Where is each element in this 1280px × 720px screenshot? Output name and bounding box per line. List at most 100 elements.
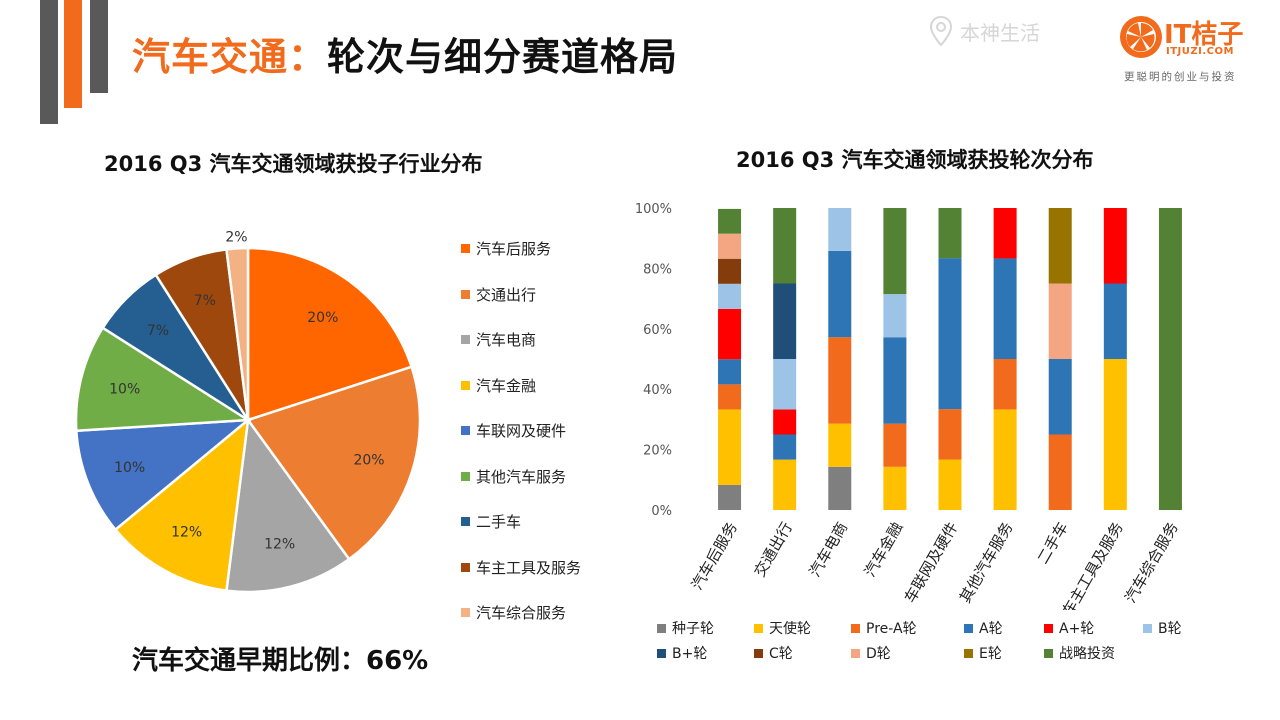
pie-legend-label: 汽车综合服务 xyxy=(476,604,567,622)
header-deco-bar-gray-right xyxy=(90,0,108,93)
legend-swatch xyxy=(754,623,763,633)
bar-legend-item: B轮 xyxy=(1143,618,1182,638)
pie-slice xyxy=(245,365,422,561)
bar-legend-item: C轮 xyxy=(754,643,793,663)
x-category-label: 车联网及硬件 xyxy=(901,519,962,606)
legend-swatch xyxy=(461,562,470,572)
legend-swatch xyxy=(657,648,666,658)
page-title-separator: ： xyxy=(288,35,328,79)
bar-segment xyxy=(1158,208,1182,510)
page-title-accent: 汽车交通 xyxy=(132,35,289,79)
pie-legend-item: 车主工具及服务 xyxy=(461,557,581,578)
x-category-label: 汽车电商 xyxy=(806,519,852,580)
bar-legend-label: B轮 xyxy=(1158,621,1182,637)
legend-swatch xyxy=(461,244,470,253)
bar-segment xyxy=(718,258,742,284)
itjuzi-orange-logo-icon xyxy=(1120,16,1162,58)
location-watermark: 本神生活 xyxy=(930,16,1040,46)
pie-slice-label: 10% xyxy=(114,460,145,476)
x-category-label: 汽车金融 xyxy=(861,519,907,580)
pie-legend-item: 交通出行 xyxy=(461,284,536,305)
bar-segment xyxy=(718,233,742,259)
bar-segment xyxy=(718,384,742,410)
bar-legend-item: 种子轮 xyxy=(657,618,714,638)
pie-slice xyxy=(113,417,250,593)
legend-swatch xyxy=(964,648,973,658)
bar-segment xyxy=(993,359,1017,410)
legend-swatch xyxy=(964,623,973,633)
legend-swatch xyxy=(754,648,763,658)
legend-swatch xyxy=(461,471,470,481)
bar-segment xyxy=(1048,434,1072,510)
bar-legend-item: 天使轮 xyxy=(754,618,811,638)
x-category-label: 交通出行 xyxy=(751,519,797,580)
stacked-bar-chart: 0% 20% 40% 60% 80% 100% 汽车后服务 交通出行 汽车电商 汽车金融车联网及硬… xyxy=(635,202,1182,610)
pie-legend-item: 车联网及硬件 xyxy=(461,420,566,441)
bar-segment xyxy=(718,308,742,360)
bar-segment xyxy=(773,208,797,284)
pie-slice xyxy=(74,326,252,433)
y-tick-label: 20% xyxy=(643,444,672,459)
bar-segment xyxy=(718,283,742,309)
pie-slice-label: 20% xyxy=(307,310,338,326)
location-pin-icon xyxy=(930,16,952,46)
x-category-label: 二手车 xyxy=(1034,519,1072,567)
bar-segment xyxy=(993,258,1017,359)
bar-legend-item: 战略投资 xyxy=(1044,643,1115,663)
bar-legend-item: E轮 xyxy=(964,643,1002,663)
pie-legend-label: 汽车后服务 xyxy=(476,240,552,258)
bar-legend-label: A轮 xyxy=(979,621,1003,637)
page-title: 汽车交通：轮次与细分赛道格局 xyxy=(132,26,678,81)
location-text: 本神生活 xyxy=(960,20,1040,45)
pie-slice-label: 12% xyxy=(171,525,202,541)
bar-segment xyxy=(883,294,907,338)
bar-segment xyxy=(883,208,907,295)
pie-slice-label: 7% xyxy=(194,293,216,309)
bar-segment xyxy=(718,484,742,510)
bar-legend-label: A+轮 xyxy=(1059,621,1095,637)
pie-legend-item: 汽车后服务 xyxy=(461,238,551,259)
pie-legend-label: 交通出行 xyxy=(476,285,537,304)
bar-segment xyxy=(938,258,962,410)
bar-legend-label: Pre-A轮 xyxy=(866,621,917,637)
pie-slice xyxy=(246,246,414,422)
bar-segment xyxy=(993,208,1017,259)
pie-legend-item: 二手车 xyxy=(461,511,521,532)
logo-url: ITJUZI.COM xyxy=(1166,46,1234,57)
header-deco-bar-orange xyxy=(64,0,82,108)
header-deco-bar-gray-left xyxy=(40,0,58,124)
pie-slice-label: 2% xyxy=(225,229,247,245)
legend-swatch xyxy=(461,380,470,390)
bar-segment xyxy=(828,466,852,510)
pie-legend-item: 汽车金融 xyxy=(461,375,536,396)
legend-swatch xyxy=(851,648,860,658)
bar-segment xyxy=(773,434,797,460)
y-tick-label: 40% xyxy=(643,383,672,398)
bar-legend-label: D轮 xyxy=(866,646,891,662)
bar-segment xyxy=(773,283,797,359)
bar-legend-item: Pre-A轮 xyxy=(851,618,917,638)
bar-legend-label: E轮 xyxy=(979,646,1002,662)
legend-swatch xyxy=(657,623,666,633)
bar-segment xyxy=(718,359,742,385)
pie-legend-label: 车主工具及服务 xyxy=(476,558,582,577)
pie-legend-item: 汽车综合服务 xyxy=(461,602,566,623)
logo-slogan: 更聪明的创业与投资 xyxy=(1124,71,1237,83)
legend-swatch xyxy=(851,623,860,633)
bar-segment xyxy=(938,409,962,460)
pie-slice-label: 12% xyxy=(264,536,295,552)
bar-segment xyxy=(1103,208,1127,284)
legend-swatch xyxy=(461,517,470,526)
pie-slice xyxy=(225,246,250,421)
bar-segment xyxy=(1048,283,1072,359)
y-tick-label: 60% xyxy=(643,323,672,338)
legend-swatch xyxy=(461,608,470,617)
pie-slice-label: 20% xyxy=(353,452,384,468)
pie-chart-title: 2016 Q3 汽车交通领域获投子行业分布 xyxy=(104,152,483,176)
bar-legend-label: 天使轮 xyxy=(769,621,811,637)
bar-segment xyxy=(938,208,962,259)
page-title-main: 轮次与细分赛道格局 xyxy=(327,35,679,79)
bar-legend-label: 战略投资 xyxy=(1059,646,1115,662)
bar-segment xyxy=(773,459,797,510)
bar-segment xyxy=(828,250,852,338)
